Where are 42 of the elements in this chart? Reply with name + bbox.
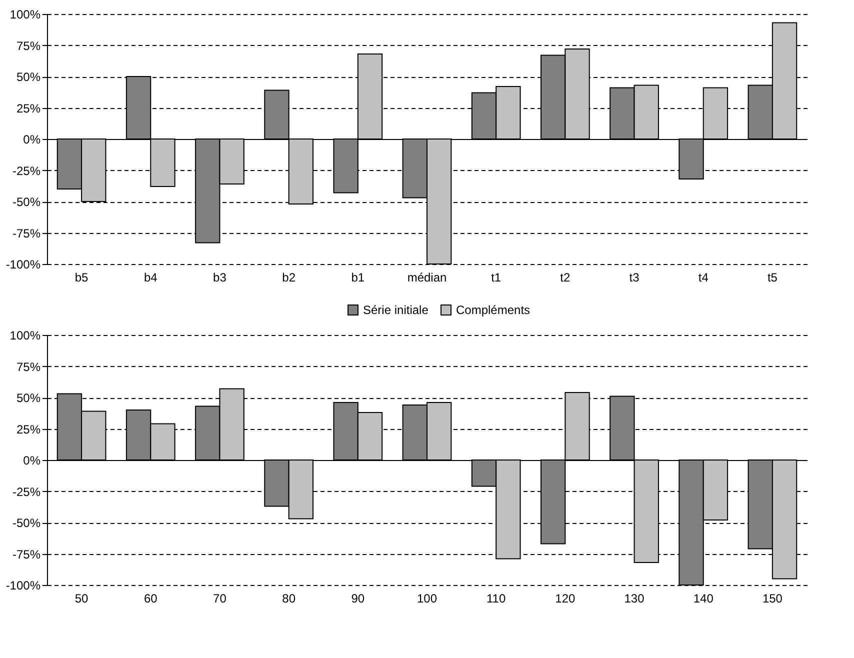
- y-tick-label: 75%: [16, 38, 41, 53]
- x-tick-label: 60: [144, 592, 158, 606]
- x-tick-label: 70: [213, 592, 227, 606]
- x-tick-label: t5: [767, 270, 778, 284]
- x-tick-label: b2: [282, 270, 296, 284]
- x-tick-label: b3: [213, 270, 227, 284]
- y-tick-label: -100%: [6, 258, 41, 272]
- y-tick-label: -50%: [12, 195, 41, 209]
- y-tick-label: -50%: [12, 516, 41, 530]
- x-tick-label: t2: [560, 270, 571, 284]
- y-tick-label: -25%: [12, 484, 41, 499]
- x-tick-label: 90: [351, 592, 365, 606]
- y-tick-label: 100%: [10, 328, 41, 342]
- x-tick-label: b4: [144, 270, 158, 284]
- y-tick-label: 25%: [16, 101, 41, 116]
- x-tick-label: 150: [762, 592, 783, 606]
- x-tick-label: 80: [282, 592, 296, 606]
- x-tick-label: 110: [486, 592, 506, 606]
- y-tick-label: 50%: [16, 391, 41, 405]
- x-tick-label: 130: [624, 592, 645, 606]
- y-tick-label: 25%: [16, 422, 41, 436]
- x-tick-label: t3: [629, 270, 640, 284]
- y-tick-label: -75%: [12, 547, 41, 562]
- x-tick-label: b1: [351, 270, 365, 284]
- y-tick-label: 50%: [16, 70, 41, 84]
- x-tick-label: 140: [693, 592, 714, 606]
- x-tick-label: b5: [74, 270, 89, 284]
- legend-label: Série initiale: [363, 303, 429, 317]
- y-tick-label: 0%: [23, 454, 41, 468]
- x-tick-label: t4: [698, 270, 709, 284]
- x-tick-label: 120: [555, 592, 576, 606]
- y-tick-label: 100%: [10, 8, 41, 22]
- y-tick-label: -100%: [6, 578, 41, 592]
- x-tick-label: médian: [407, 270, 447, 284]
- y-tick-label: 0%: [23, 132, 41, 146]
- legend-label: Compléments: [456, 303, 530, 317]
- x-tick-label: t1: [491, 270, 502, 284]
- x-tick-label: 50: [74, 592, 89, 606]
- x-tick-label: 100: [416, 592, 438, 606]
- y-tick-label: 75%: [16, 360, 41, 374]
- y-tick-label: -25%: [12, 164, 41, 178]
- y-tick-label: -75%: [12, 226, 41, 240]
